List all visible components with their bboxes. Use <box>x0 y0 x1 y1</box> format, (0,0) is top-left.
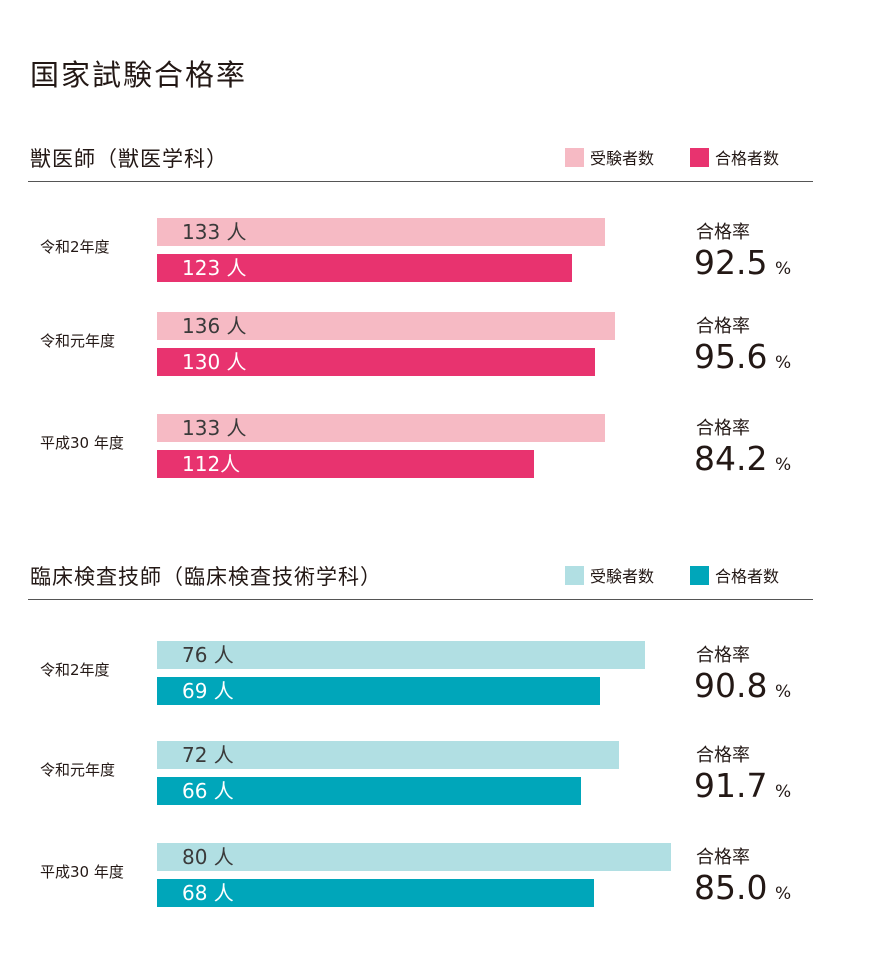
legend-item-passers: 合格者数 <box>690 563 779 587</box>
pass-rate-label: 合格率 <box>696 316 750 337</box>
pass-rate-label: 合格率 <box>696 847 750 868</box>
bar-group: 令和2年度 133 人 123 人 合格率 92.5% <box>0 218 881 288</box>
year-label: 令和2年度 <box>40 238 110 256</box>
pass-rate-label: 合格率 <box>696 418 750 439</box>
chart-title: 臨床検査技師（臨床検査技術学科） <box>30 565 382 589</box>
year-label: 平成30 年度 <box>40 863 124 881</box>
pass-rate-label: 合格率 <box>696 645 750 666</box>
pass-rate-label: 合格率 <box>696 222 750 243</box>
passers-count-label: 123 人 <box>182 256 247 280</box>
pass-rate-value: 95.6 <box>694 337 768 376</box>
pass-rate-value: 84.2 <box>694 439 768 478</box>
passers-bar <box>157 254 572 282</box>
year-label: 平成30 年度 <box>40 434 124 452</box>
legend-item-examinees: 受験者数 <box>565 145 654 169</box>
percent-sign: % <box>775 259 792 279</box>
passers-bar <box>157 677 600 705</box>
legend-item-examinees: 受験者数 <box>565 563 654 587</box>
passers-bar <box>157 879 594 907</box>
pass-rate-value: 92.5 <box>694 243 768 282</box>
legend-swatch <box>690 147 709 167</box>
examinees-count-label: 136 人 <box>182 314 247 338</box>
legend-item-passers: 合格者数 <box>690 145 779 169</box>
chart-section-2: 臨床検査技師（臨床検査技術学科） 受験者数 合格者数 令和2年度 76 人 69 人合格率… <box>0 561 881 961</box>
legend-label: 合格者数 <box>715 567 780 586</box>
examinees-bar <box>157 312 615 340</box>
examinees-bar <box>157 641 645 669</box>
legend-label: 合格者数 <box>715 149 780 168</box>
percent-sign: % <box>775 353 792 373</box>
legend-swatch <box>565 147 584 167</box>
legend-swatch <box>690 565 709 585</box>
examinees-bar <box>157 741 619 769</box>
passers-bar <box>157 450 534 478</box>
pass-rate-value: 85.0 <box>694 868 768 907</box>
passers-count-label: 130 人 <box>182 350 247 374</box>
examinees-bar <box>157 843 671 871</box>
year-label: 令和元年度 <box>40 332 116 350</box>
examinees-bar <box>157 218 605 246</box>
percent-sign: % <box>775 455 792 475</box>
pass-rate-value: 90.8 <box>694 666 768 705</box>
bar-group: 令和元年度 136 人 130 人 合格率 95.6% <box>0 312 881 382</box>
title-divider <box>28 599 813 600</box>
percent-sign: % <box>775 884 792 904</box>
examinees-count-label: 72 人 <box>182 743 234 767</box>
chart-section-1: 獣医師（獣医学科） 受験者数 合格者数 令和2年度 133 人 123 人合格率 92.5%… <box>0 143 881 543</box>
passers-count-label: 66 人 <box>182 779 234 803</box>
page-title: 国家試験合格率 <box>30 58 248 92</box>
bar-group: 平成30 年度 133 人 112人 合格率 84.2% <box>0 414 881 484</box>
passers-count-label: 69 人 <box>182 679 234 703</box>
bar-group: 令和元年度 72 人 66 人 合格率 91.7% <box>0 741 881 811</box>
examinees-count-label: 80 人 <box>182 845 234 869</box>
year-label: 令和元年度 <box>40 761 116 779</box>
examinees-count-label: 133 人 <box>182 220 247 244</box>
examinees-count-label: 133 人 <box>182 416 247 440</box>
passers-bar <box>157 777 581 805</box>
pass-rate-value: 91.7 <box>694 766 768 805</box>
examinees-count-label: 76 人 <box>182 643 234 667</box>
pass-rate-label: 合格率 <box>696 745 750 766</box>
bar-group: 平成30 年度 80 人 68 人 合格率 85.0% <box>0 843 881 913</box>
legend-label: 受験者数 <box>590 149 655 168</box>
year-label: 令和2年度 <box>40 661 110 679</box>
bar-group: 令和2年度 76 人 69 人 合格率 90.8% <box>0 641 881 711</box>
passers-count-label: 112人 <box>182 452 241 476</box>
passers-count-label: 68 人 <box>182 881 234 905</box>
percent-sign: % <box>775 782 792 802</box>
examinees-bar <box>157 414 605 442</box>
title-divider <box>28 181 813 182</box>
legend-swatch <box>565 565 584 585</box>
chart-title: 獣医師（獣医学科） <box>30 147 228 171</box>
passers-bar <box>157 348 595 376</box>
percent-sign: % <box>775 682 792 702</box>
legend-label: 受験者数 <box>590 567 655 586</box>
